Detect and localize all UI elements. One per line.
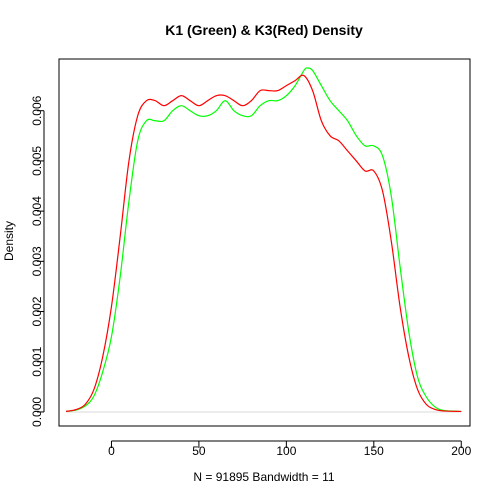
y-tick-label: 0.005 xyxy=(30,146,44,176)
k1-density-line xyxy=(65,67,462,413)
x-tick-label: 0 xyxy=(108,444,115,458)
x-tick-label: 150 xyxy=(364,444,384,458)
y-tick-label: 0.000 xyxy=(30,397,44,427)
y-tick-label: 0.004 xyxy=(30,196,44,226)
plot-frame xyxy=(58,58,471,427)
y-tick-label: 0.003 xyxy=(30,246,44,276)
y-axis-label: Density xyxy=(2,221,16,261)
x-axis: 0 50 100 150 200 xyxy=(108,440,472,458)
x-axis-label: N = 91895 Bandwidth = 11 xyxy=(193,470,335,484)
y-tick-label: 0.001 xyxy=(30,346,44,376)
y-tick-label: 0.002 xyxy=(30,296,44,326)
x-tick-label: 50 xyxy=(192,444,206,458)
y-axis: 0.000 0.001 0.002 0.003 0.004 0.005 0.006 xyxy=(30,95,45,427)
chart-title: K1 (Green) & K3(Red) Density xyxy=(165,22,363,38)
x-tick-label: 100 xyxy=(276,444,296,458)
x-tick-label: 200 xyxy=(451,444,471,458)
k3-density-line xyxy=(65,74,462,413)
y-tick-label: 0.006 xyxy=(30,95,44,125)
series-layer xyxy=(65,67,462,413)
